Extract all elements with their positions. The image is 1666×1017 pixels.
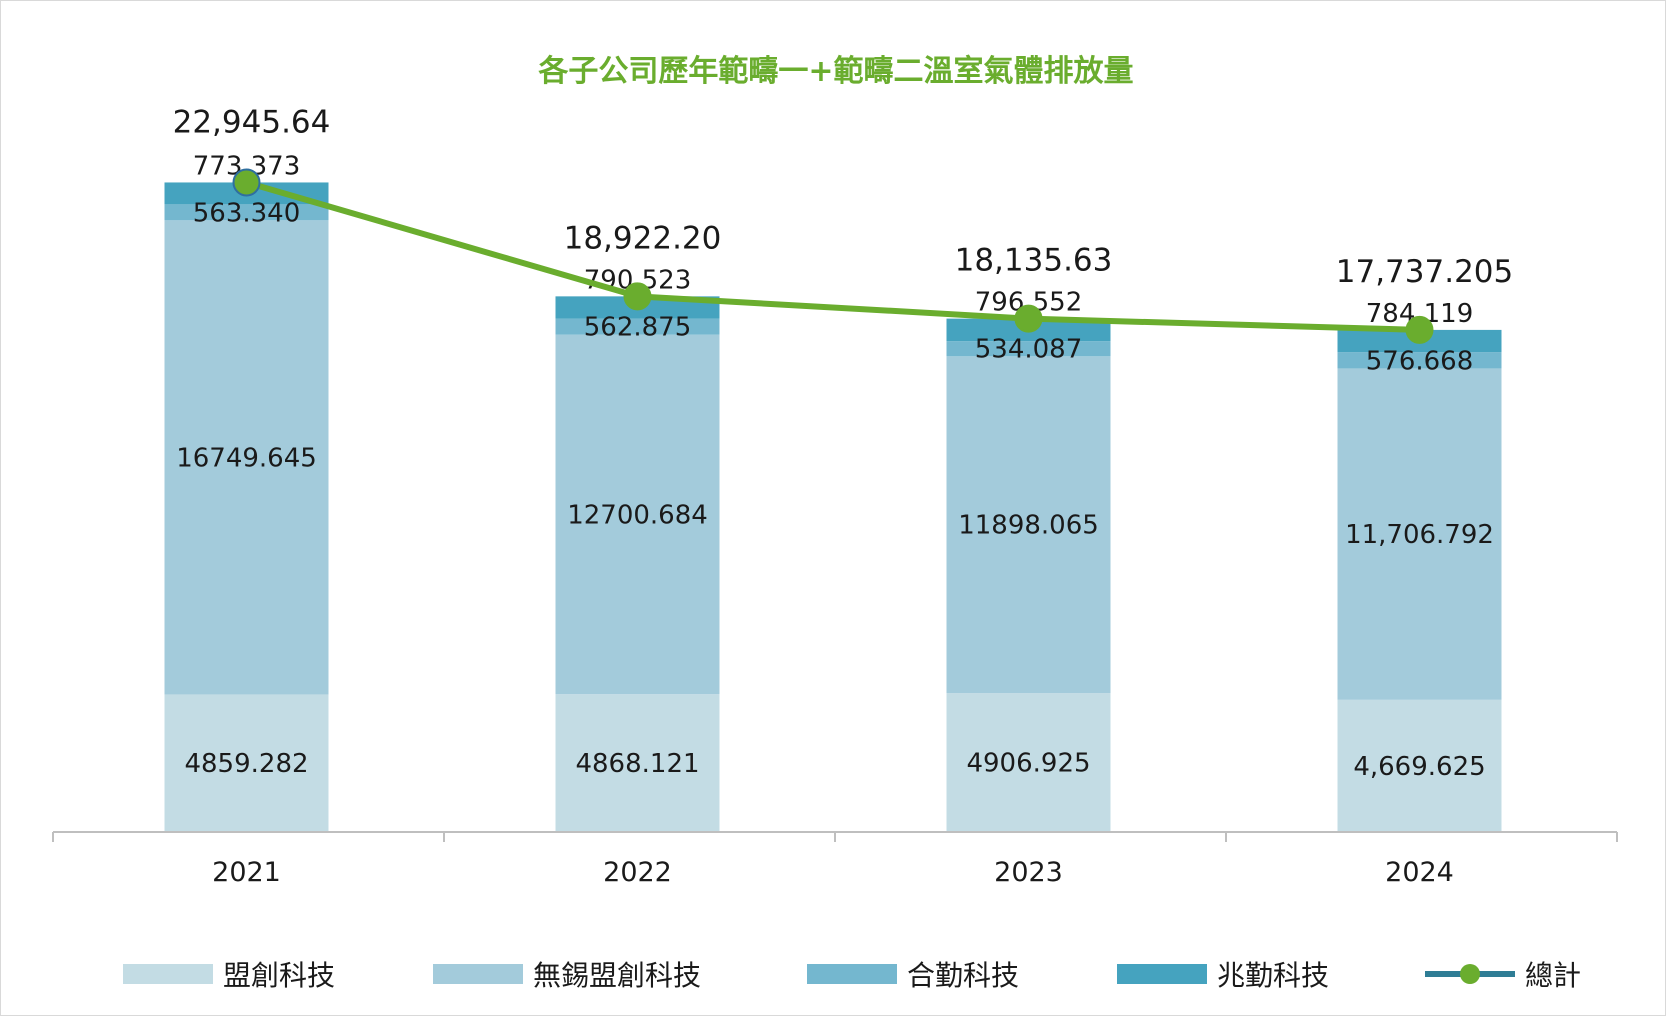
segment-value-label: 16749.645: [176, 443, 317, 473]
legend-label: 無錫盟創科技: [533, 959, 701, 992]
total-line-layer: 22,945.64 18,922.20 18,135.63 17,737.205: [173, 104, 1514, 344]
x-tick-label: 2022: [603, 857, 672, 888]
bar-segment: [946, 356, 1111, 694]
legend-label: 合勤科技: [907, 959, 1019, 992]
segment-value-label: 534.087: [975, 335, 1083, 365]
segment-value-label: 576.668: [1366, 346, 1474, 376]
x-tick-label: 2024: [1385, 857, 1454, 888]
total-value-label: 18,922.20: [564, 220, 722, 256]
total-point: [1014, 304, 1043, 333]
segment-value-label: 11898.065: [958, 511, 1099, 541]
bar-segment: [164, 694, 329, 832]
total-value-label: 22,945.64: [173, 104, 331, 140]
legend-item: 無錫盟創科技: [433, 959, 701, 992]
bar-segment: [946, 341, 1111, 357]
legend-label: 兆勤科技: [1217, 959, 1329, 992]
legend-swatch: [123, 964, 213, 984]
legend-swatch: [807, 964, 897, 984]
legend-marker: [1460, 964, 1480, 984]
legend-item: 盟創科技: [123, 959, 335, 992]
bar-segment: [1337, 352, 1502, 369]
legend-item: 總計: [1425, 959, 1581, 992]
segment-value-label: 562.875: [584, 313, 692, 343]
bar-segment: [555, 334, 720, 695]
segment-value-label: 4,669.625: [1353, 752, 1485, 782]
bar-segment: [164, 220, 329, 695]
total-point: [1405, 315, 1434, 344]
legend: 盟創科技 無錫盟創科技 合勤科技 兆勤科技 總計: [123, 959, 1581, 992]
legend-item: 兆勤科技: [1117, 959, 1329, 992]
total-point: [623, 282, 652, 311]
legend-label: 總計: [1525, 959, 1581, 992]
bar-segment: [555, 694, 720, 832]
legend-swatch: [433, 964, 523, 984]
segment-value-label: 12700.684: [567, 500, 708, 530]
bar-segment: [1337, 368, 1502, 700]
bar-segment: [946, 693, 1111, 832]
total-point: [232, 168, 261, 197]
segment-value-label: 4859.282: [184, 749, 308, 779]
total-value-label: 18,135.63: [955, 243, 1113, 279]
bar-segment: [164, 204, 329, 221]
segment-value-label: 4868.121: [575, 749, 699, 779]
x-tick-label: 2023: [994, 857, 1063, 888]
bar-segment: [555, 318, 720, 335]
x-axis: 2021 2022 2023 2024: [52, 831, 1618, 888]
total-value-label: 17,737.205: [1336, 254, 1514, 290]
segment-value-label: 11,706.792: [1345, 520, 1494, 550]
segment-labels-layer: 4859.28216749.645563.340773.3734868.1211…: [176, 151, 1494, 781]
chart-title: 各子公司歷年範疇一+範疇二溫室氣體排放量: [537, 54, 1133, 89]
total-line: [245, 179, 1420, 333]
segment-value-label: 563.340: [193, 198, 301, 228]
bars-layer: [164, 182, 1502, 832]
legend-item: 合勤科技: [807, 959, 1019, 992]
bar-segment: [1337, 699, 1502, 832]
segment-value-label: 4906.925: [966, 749, 1090, 779]
x-tick-label: 2021: [212, 857, 281, 888]
legend-label: 盟創科技: [223, 959, 335, 992]
legend-swatch: [1117, 964, 1207, 984]
